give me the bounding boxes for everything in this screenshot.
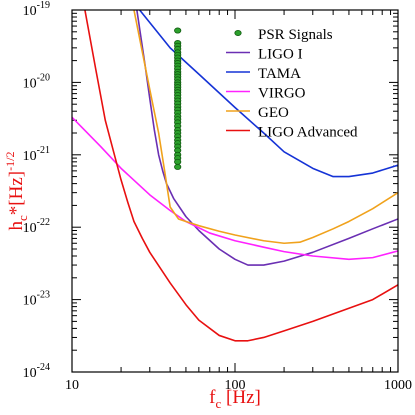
legend: PSR Signals LIGO I TAMA VIRGO GEO LIGO Advanc… (226, 27, 358, 141)
x-tick-label: 10 (65, 378, 79, 393)
legend-label: PSR Signals (258, 27, 333, 43)
y-axis-label-main: h (6, 220, 27, 230)
y-tick-label-exponent: -22 (37, 217, 50, 228)
y-tick-label: 10-21 (23, 145, 50, 164)
psr-signal-point (174, 27, 182, 34)
y-tick-label-exponent: -21 (37, 145, 50, 156)
x-tick-label: 100 (225, 378, 246, 393)
x-axis-label: fc [Hz] (209, 387, 261, 411)
legend-marker-psr-signals (234, 29, 242, 36)
y-tick-label-base: 10 (23, 149, 37, 164)
legend-label: VIRGO (258, 86, 306, 102)
y-tick-label-base: 10 (23, 4, 37, 19)
series-line-ligo-advanced (84, 10, 398, 342)
y-tick-label: 10-20 (23, 72, 50, 91)
series-line-tama (139, 10, 398, 178)
y-tick-label-base: 10 (23, 76, 37, 91)
y-tick-label-exponent: -19 (37, 0, 50, 11)
y-tick-label: 10-23 (23, 290, 50, 309)
data-series (72, 10, 398, 342)
y-tick-label-exponent: -23 (37, 290, 50, 301)
x-axis-label-subscript: c (215, 396, 221, 411)
legend-label: TAMA (258, 66, 301, 82)
x-tick-label: 1000 (384, 378, 412, 393)
y-tick-label: 10-19 (23, 0, 50, 19)
plot-frame (71, 9, 399, 373)
x-axis-label-unit: [Hz] (221, 387, 261, 408)
y-axis-label: hc*[Hz]-1/2 (3, 152, 30, 231)
x-axis-label-main: f (209, 387, 216, 408)
y-axis-label-unit: *[Hz] (6, 171, 27, 215)
y-axis-label-subscript: c (15, 215, 30, 221)
y-tick-label-base: 10 (23, 366, 37, 381)
y-tick-label: 10-22 (23, 217, 50, 236)
series-line-geo (133, 10, 398, 245)
legend-label: GEO (258, 105, 289, 121)
legend-label: LIGO Advanced (258, 125, 358, 141)
y-tick-label-base: 10 (23, 294, 37, 309)
series-line-ligo-i (136, 10, 398, 266)
y-tick-label-exponent: -24 (37, 362, 50, 373)
y-axis-label-exponent: -1/2 (3, 152, 17, 171)
psr-signal-point (174, 158, 182, 165)
series-line-virgo (72, 116, 398, 261)
y-tick-label: 10-24 (23, 362, 50, 381)
y-tick-label-base: 10 (23, 221, 37, 236)
legend-label: LIGO I (258, 47, 303, 63)
psr-signal-point (174, 163, 182, 170)
y-tick-label-exponent: -20 (37, 72, 50, 83)
